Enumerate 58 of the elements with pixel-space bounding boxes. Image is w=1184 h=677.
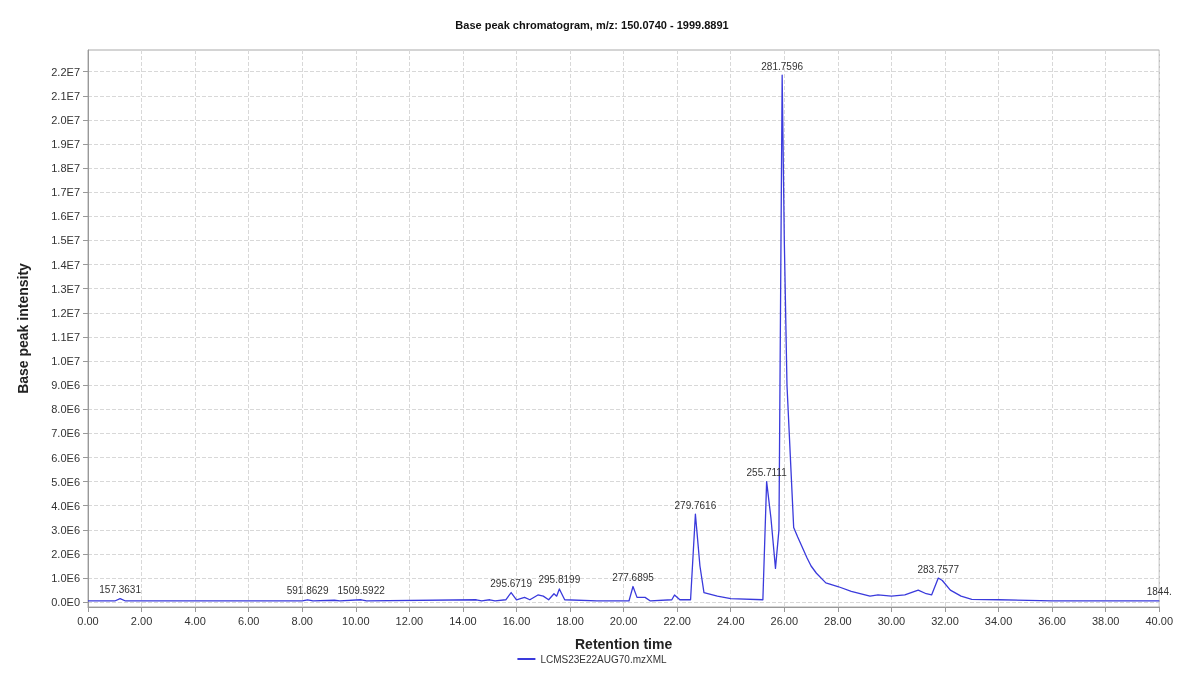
y-tick-label: 1.9E7 [51,138,80,151]
annotation: 591.8629 [286,585,329,597]
y-tick-label: 1.0E6 [51,572,80,585]
annotation: 1509.5922 [337,585,386,597]
annotation: 157.3631 [99,584,142,596]
x-tick-label: 6.00 [237,614,260,627]
y-tick-label: 1.7E7 [51,186,80,199]
x-tick-label: 2.00 [130,614,153,627]
annotation: 279.7616 [674,499,717,511]
y-tick-label: 1.4E7 [51,258,80,271]
x-tick-label: 14.00 [449,614,477,627]
x-tick-label: 32.00 [931,614,959,627]
y-tick-label: 1.3E7 [51,282,80,295]
x-tick-label: 12.00 [395,614,424,627]
y-tick-label: 1.0E7 [51,355,80,368]
y-tick-label: 2.2E7 [51,65,80,78]
annotation: 277.6895 [612,572,655,583]
y-tick-label: 2.0E6 [51,547,80,560]
x-tick-label: 40.00 [1145,614,1173,627]
x-tick-label: 22.00 [663,614,691,627]
x-tick-label: 36.00 [1038,614,1066,627]
x-tick-label: 24.00 [716,614,745,627]
y-tick-label: 4.0E6 [51,499,80,512]
y-tick-label: 6.0E6 [51,451,80,464]
y-tick-label: 1.8E7 [51,162,80,175]
x-tick-label: 4.00 [184,614,206,627]
x-tick-label: 18.00 [556,614,584,627]
y-tick-label: 9.0E6 [51,379,80,392]
chart-title: Base peak chromatogram, m/z: 150.0740 - 1999.8891 [455,18,729,31]
y-tick-label: 0.0E0 [51,596,80,609]
y-tick-label: 2.1E7 [51,89,80,102]
x-axis-title: Retention time [575,636,673,652]
annotation: 295.8199 [538,574,581,586]
annotation: 295.6719 [490,578,533,590]
y-tick-label: 5.0E6 [51,475,80,488]
y-tick-label: 1.5E7 [51,234,80,247]
x-tick-label: 0.00 [77,614,99,627]
annotation: 281.7596 [761,60,804,72]
x-tick-label: 16.00 [502,614,531,627]
y-tick-label: 8.0E6 [51,403,80,416]
annotation: 1844. [1146,586,1172,598]
legend-label: LCMS23E22AUG70.mzXML [540,653,668,665]
y-tick-label: 2.0E7 [51,113,80,126]
x-tick-label: 34.00 [984,614,1013,627]
x-tick-label: 30.00 [877,614,906,627]
y-tick-label: 7.0E6 [51,427,80,440]
y-tick-label: 1.2E7 [51,306,80,319]
x-tick-label: 26.00 [770,614,799,627]
x-tick-label: 10.00 [342,614,370,627]
annotation: 283.7577 [917,563,960,575]
y-tick-label: 3.0E6 [51,523,80,536]
y-tick-label: 1.6E7 [51,210,80,223]
x-tick-label: 20.00 [609,614,638,627]
y-tick-label: 1.1E7 [51,330,80,343]
x-tick-label: 28.00 [824,614,852,627]
x-tick-label: 8.00 [291,614,313,627]
y-axis-title: Base peak intensity [15,262,31,394]
x-tick-label: 38.00 [1091,614,1120,627]
